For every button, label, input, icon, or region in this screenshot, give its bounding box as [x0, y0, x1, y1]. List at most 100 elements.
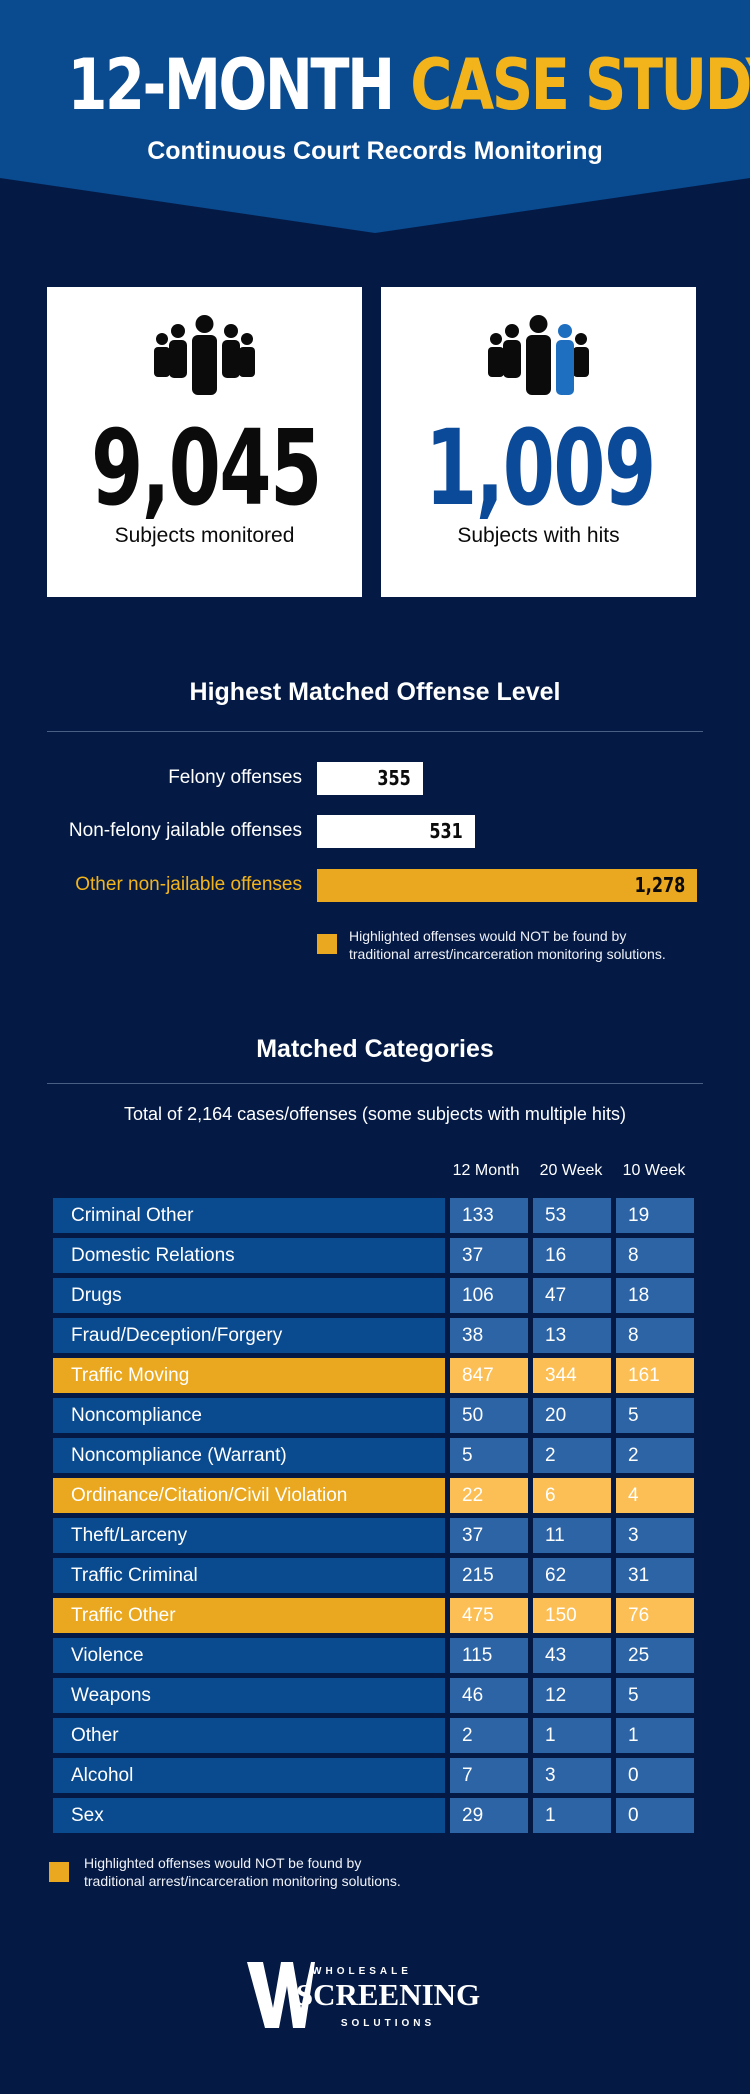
table-row: Theft/Larceny 37 11 3 [53, 1518, 694, 1553]
table-cell: 47 [533, 1278, 611, 1313]
highlight-note-line-2: traditional arrest/incarceration monitor… [84, 1873, 401, 1889]
table-row: Drugs 106 47 18 [53, 1278, 694, 1313]
highlight-note-line-1: Highlighted offenses would NOT be found … [349, 928, 627, 944]
table-cell: 76 [616, 1598, 694, 1633]
column-header: 12 Month [452, 1162, 520, 1179]
table-cell: 1 [533, 1718, 611, 1753]
highlight-note: Highlighted offenses would NOT be found … [349, 927, 666, 963]
category-name: Sex [53, 1798, 445, 1833]
highlight-note-line-1: Highlighted offenses would NOT be found … [84, 1855, 362, 1871]
divider [47, 1083, 703, 1084]
category-name: Noncompliance (Warrant) [53, 1438, 445, 1473]
logo-line-1: WHOLESALE [312, 1966, 412, 1977]
hero-banner: 12-MONTH CASE STUDY Continuous Court Rec… [0, 0, 750, 235]
table-cell: 31 [616, 1558, 694, 1593]
table-cell: 0 [616, 1798, 694, 1833]
stat-card-hits: 1,009 Subjects with hits [381, 287, 696, 597]
table-cell: 2 [450, 1718, 528, 1753]
bar-label: Felony offenses [168, 767, 302, 788]
highlight-note: Highlighted offenses would NOT be found … [84, 1854, 401, 1890]
table-row: Alcohol 7 3 0 [53, 1758, 694, 1793]
category-name: Other [53, 1718, 445, 1753]
table-row: Traffic Moving 847 344 161 [53, 1358, 694, 1393]
table-cell: 37 [450, 1238, 528, 1273]
table-cell: 0 [616, 1758, 694, 1793]
stat-value: 9,045 [91, 407, 322, 529]
offense-bar: 1,278 [317, 869, 697, 902]
table-cell: 1 [616, 1718, 694, 1753]
table-row: Sex 29 1 0 [53, 1798, 694, 1833]
table-row: Violence 115 43 25 [53, 1638, 694, 1673]
bar-label: Non-felony jailable offenses [68, 820, 302, 841]
table-row: Traffic Other 475 150 76 [53, 1598, 694, 1633]
table-cell: 2 [616, 1438, 694, 1473]
category-name: Noncompliance [53, 1398, 445, 1433]
table-row: Traffic Criminal 215 62 31 [53, 1558, 694, 1593]
table-cell: 8 [616, 1238, 694, 1273]
people-group-highlighted-icon [381, 315, 696, 400]
table-cell: 37 [450, 1518, 528, 1553]
table-row: Domestic Relations 37 16 8 [53, 1238, 694, 1273]
category-name: Domestic Relations [53, 1238, 445, 1273]
bar-value-label: 1,278 [634, 873, 685, 897]
table-cell: 19 [616, 1198, 694, 1233]
bar-label: Other non-jailable offenses [75, 874, 302, 895]
table-cell: 46 [450, 1678, 528, 1713]
category-name: Criminal Other [53, 1198, 445, 1233]
people-group-icon [47, 315, 362, 400]
table-cell: 6 [533, 1478, 611, 1513]
category-name: Theft/Larceny [53, 1518, 445, 1553]
category-name: Weapons [53, 1678, 445, 1713]
stat-label: Subjects with hits [457, 524, 620, 547]
table-cell: 5 [450, 1438, 528, 1473]
table-row: Other 2 1 1 [53, 1718, 694, 1753]
offense-bar: 531 [317, 815, 475, 848]
stat-card-monitored: 9,045 Subjects monitored [47, 287, 362, 597]
table-cell: 344 [533, 1358, 611, 1393]
company-logo: WHOLESALE SCREENING SOLUTIONS [245, 1958, 505, 2034]
table-cell: 2 [533, 1438, 611, 1473]
table-row: Weapons 46 12 5 [53, 1678, 694, 1713]
bar-value-label: 531 [429, 819, 463, 843]
table-cell: 1 [533, 1798, 611, 1833]
category-name: Alcohol [53, 1758, 445, 1793]
table-cell: 16 [533, 1238, 611, 1273]
column-header: 10 Week [622, 1162, 686, 1179]
category-name: Traffic Moving [53, 1358, 445, 1393]
highlight-legend-swatch [317, 934, 337, 954]
hero-background [0, 0, 750, 233]
categories-section-title: Matched Categories [256, 1035, 494, 1063]
table-cell: 7 [450, 1758, 528, 1793]
table-cell: 8 [616, 1318, 694, 1353]
table-cell: 5 [616, 1398, 694, 1433]
logo-line-3: SOLUTIONS [341, 2018, 435, 2029]
logo-line-2: SCREENING [296, 1977, 480, 2012]
table-cell: 13 [533, 1318, 611, 1353]
category-name: Fraud/Deception/Forgery [53, 1318, 445, 1353]
title-part-1: 12-MONTH [67, 44, 396, 126]
table-cell: 133 [450, 1198, 528, 1233]
table-row: Ordinance/Citation/Civil Violation 22 6 4 [53, 1478, 694, 1513]
table-cell: 25 [616, 1638, 694, 1673]
table-cell: 161 [616, 1358, 694, 1393]
table-cell: 12 [533, 1678, 611, 1713]
table-cell: 215 [450, 1558, 528, 1593]
table-row: Fraud/Deception/Forgery 38 13 8 [53, 1318, 694, 1353]
highlight-legend-swatch [49, 1862, 69, 1882]
page-subtitle: Continuous Court Records Monitoring [147, 137, 603, 165]
table-cell: 62 [533, 1558, 611, 1593]
page-title: 12-MONTH CASE STUDY [67, 40, 750, 130]
offense-bar: 355 [317, 762, 423, 795]
stat-label: Subjects monitored [114, 524, 295, 547]
table-cell: 43 [533, 1638, 611, 1673]
bar-value-label: 355 [377, 766, 411, 790]
table-cell: 4 [616, 1478, 694, 1513]
categories-subtitle: Total of 2,164 cases/offenses (some subj… [124, 1104, 626, 1124]
column-header: 20 Week [539, 1162, 603, 1179]
table-cell: 29 [450, 1798, 528, 1833]
stat-value: 1,009 [425, 407, 656, 529]
table-row: Criminal Other 133 53 19 [53, 1198, 694, 1233]
table-cell: 18 [616, 1278, 694, 1313]
table-cell: 115 [450, 1638, 528, 1673]
category-name: Traffic Other [53, 1598, 445, 1633]
